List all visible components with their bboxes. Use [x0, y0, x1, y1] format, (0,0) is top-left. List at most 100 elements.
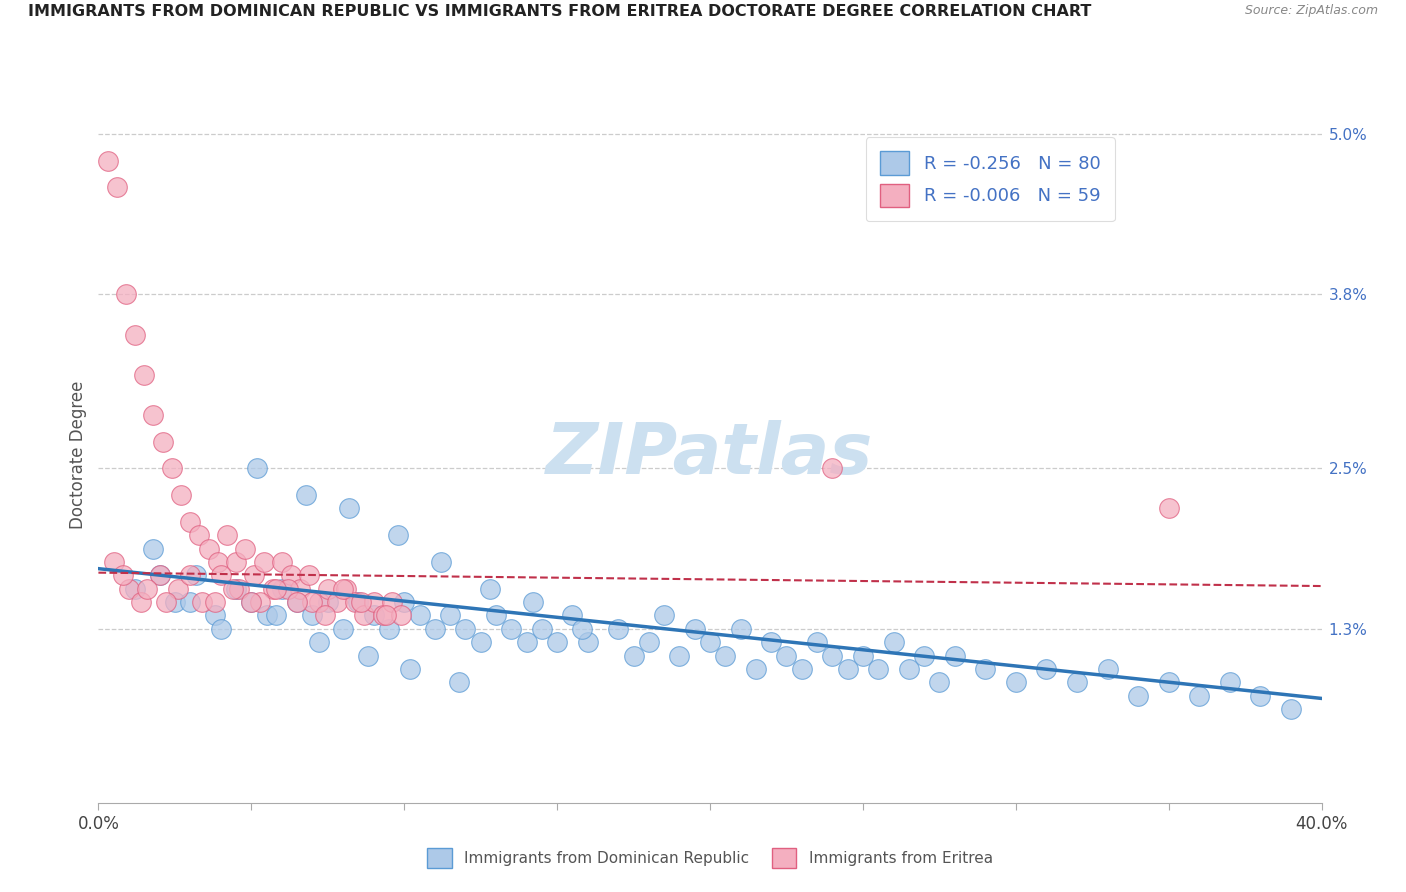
Point: [115, 287, 138, 301]
Point: [316, 595, 339, 609]
Point: [316, 582, 339, 596]
Point: [868, 662, 890, 676]
Point: [381, 595, 404, 609]
Point: [155, 595, 177, 609]
Point: [1219, 675, 1241, 690]
Point: [142, 408, 165, 422]
Point: [243, 568, 266, 582]
Point: [821, 461, 844, 475]
Point: [262, 582, 284, 596]
Point: [374, 608, 396, 623]
Point: [277, 582, 299, 596]
Point: [228, 582, 250, 596]
Point: [423, 622, 446, 636]
Point: [225, 582, 247, 596]
Point: [186, 568, 208, 582]
Point: [209, 568, 232, 582]
Point: [105, 180, 128, 194]
Point: [522, 595, 544, 609]
Point: [371, 608, 394, 623]
Point: [928, 675, 950, 690]
Point: [204, 608, 226, 623]
Point: [356, 648, 378, 663]
Point: [160, 461, 183, 475]
Point: [576, 635, 599, 649]
Point: [501, 622, 523, 636]
Point: [225, 555, 247, 569]
Point: [387, 528, 409, 542]
Point: [246, 461, 269, 475]
Point: [883, 635, 905, 649]
Point: [699, 635, 721, 649]
Point: [470, 635, 492, 649]
Point: [337, 501, 360, 516]
Point: [378, 622, 401, 636]
Point: [652, 608, 675, 623]
Point: [252, 555, 274, 569]
Text: ZIPatlas: ZIPatlas: [547, 420, 873, 490]
Point: [249, 595, 271, 609]
Point: [852, 648, 875, 663]
Point: [170, 488, 193, 502]
Point: [571, 622, 593, 636]
Point: [332, 622, 354, 636]
Point: [1097, 662, 1119, 676]
Point: [209, 622, 232, 636]
Point: [264, 582, 287, 596]
Point: [124, 327, 146, 342]
Point: [912, 648, 935, 663]
Point: [623, 648, 645, 663]
Point: [290, 582, 312, 596]
Point: [240, 595, 263, 609]
Point: [103, 555, 125, 569]
Point: [264, 608, 287, 623]
Point: [215, 528, 238, 542]
Point: [270, 555, 294, 569]
Point: [363, 595, 385, 609]
Point: [295, 488, 318, 502]
Point: [1004, 675, 1026, 690]
Point: [837, 662, 859, 676]
Point: [1188, 689, 1211, 703]
Point: [191, 595, 214, 609]
Point: [149, 568, 172, 582]
Point: [607, 622, 630, 636]
Point: [478, 582, 501, 596]
Point: [285, 595, 308, 609]
Point: [207, 555, 229, 569]
Legend: Immigrants from Dominican Republic, Immigrants from Eritrea: Immigrants from Dominican Republic, Immi…: [419, 840, 1001, 875]
Point: [389, 608, 412, 623]
Point: [270, 582, 294, 596]
Point: [1279, 702, 1302, 716]
Point: [188, 528, 211, 542]
Point: [285, 595, 308, 609]
Point: [129, 595, 152, 609]
Point: [745, 662, 768, 676]
Point: [449, 675, 471, 690]
Point: [298, 568, 321, 582]
Point: [301, 608, 323, 623]
Text: IMMIGRANTS FROM DOMINICAN REPUBLIC VS IMMIGRANTS FROM ERITREA DOCTORATE DEGREE C: IMMIGRANTS FROM DOMINICAN REPUBLIC VS IM…: [28, 4, 1091, 20]
Point: [314, 608, 336, 623]
Point: [111, 568, 134, 582]
Point: [179, 515, 201, 529]
Point: [668, 648, 690, 663]
Point: [301, 595, 323, 609]
Point: [163, 595, 186, 609]
Point: [152, 434, 174, 449]
Point: [761, 635, 783, 649]
Point: [806, 635, 828, 649]
Point: [1157, 675, 1180, 690]
Text: Source: ZipAtlas.com: Source: ZipAtlas.com: [1244, 4, 1378, 18]
Point: [136, 582, 159, 596]
Point: [943, 648, 966, 663]
Point: [485, 608, 508, 623]
Point: [683, 622, 706, 636]
Point: [350, 595, 373, 609]
Point: [546, 635, 568, 649]
Point: [308, 595, 330, 609]
Point: [408, 608, 430, 623]
Point: [353, 608, 375, 623]
Point: [1250, 689, 1272, 703]
Point: [124, 582, 146, 596]
